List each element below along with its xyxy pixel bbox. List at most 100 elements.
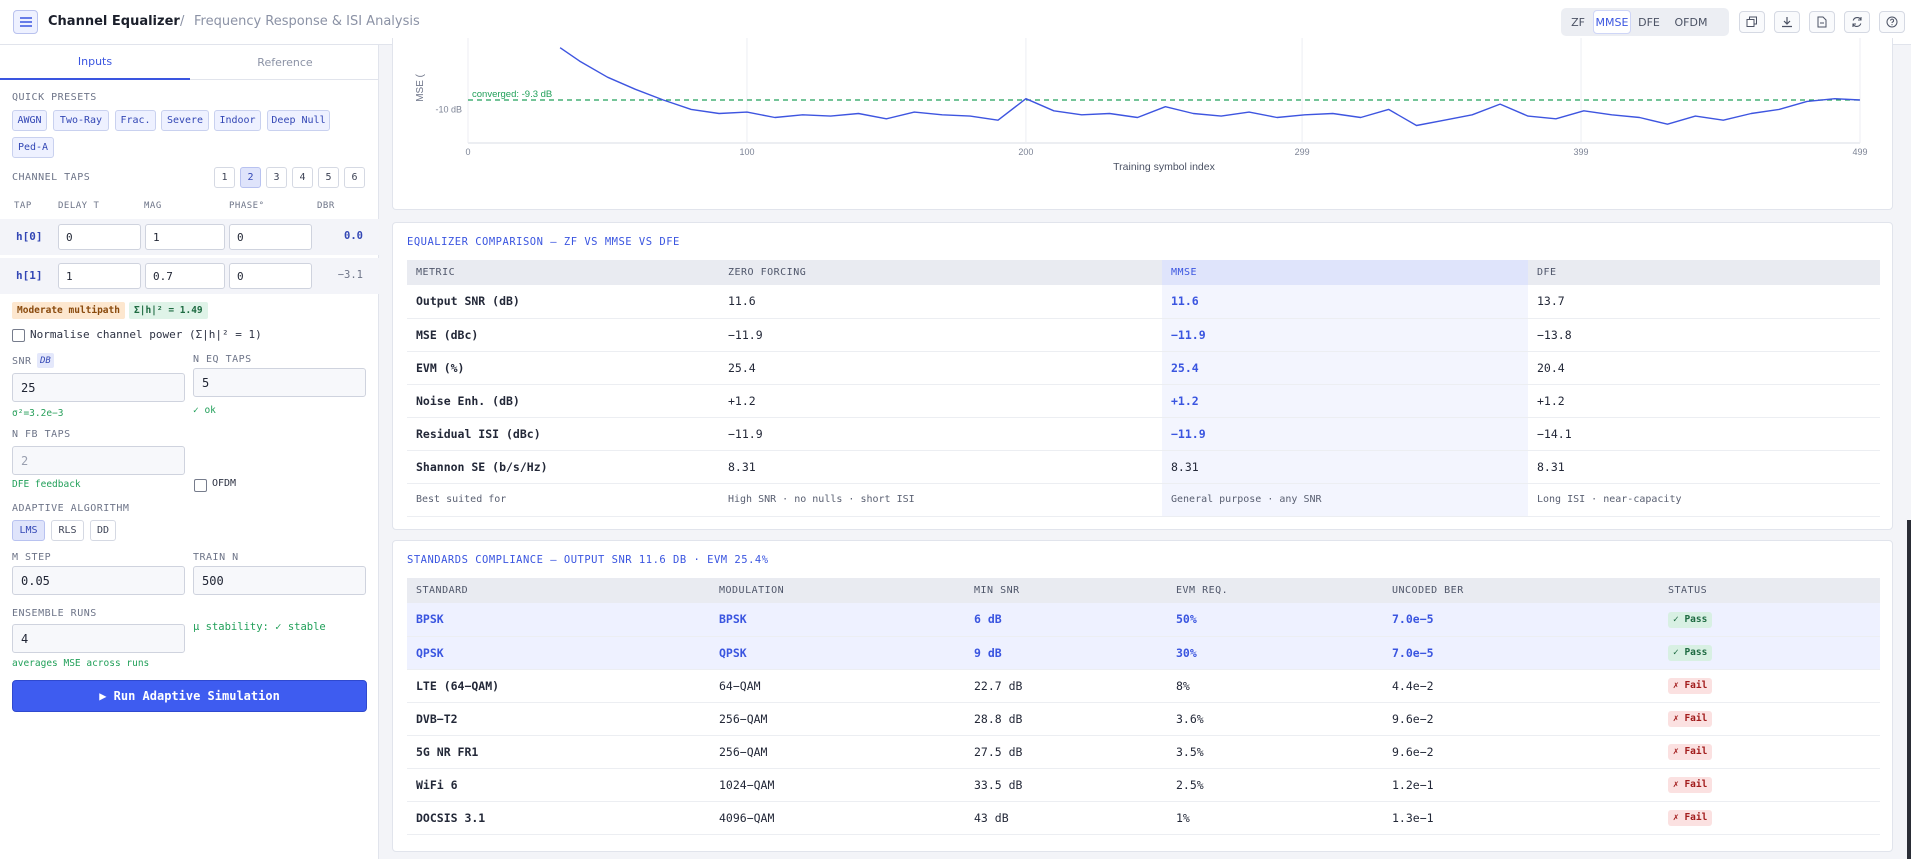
table-cell: MSE (dBc) xyxy=(407,318,719,352)
refresh-icon xyxy=(1852,17,1862,27)
algo-label: ADAPTIVE ALGORITHM xyxy=(12,503,130,514)
col-header: ZERO FORCING xyxy=(719,260,1162,285)
export-file-button[interactable] xyxy=(1809,11,1835,33)
snr-label: SNR xyxy=(12,356,32,367)
tap-mag-input[interactable]: 1 xyxy=(145,224,225,250)
tab-inputs[interactable]: Inputs xyxy=(0,45,190,80)
train-input[interactable]: 500 xyxy=(193,566,366,595)
mu-label: M STEP xyxy=(12,552,52,563)
table-cell: BPSK xyxy=(710,603,965,637)
nfb-taps-input[interactable]: 2 xyxy=(12,446,185,475)
col-header: UNCODED BER xyxy=(1383,578,1659,603)
tap-count-1[interactable]: 1 xyxy=(214,167,235,188)
table-cell: 3.5% xyxy=(1167,735,1383,769)
tap-count-2[interactable]: 2 xyxy=(240,167,261,188)
copy-button[interactable] xyxy=(1739,11,1765,33)
tap-delay-input[interactable]: 0 xyxy=(58,224,141,250)
table-cell: 28.8 dB xyxy=(965,702,1167,736)
preset-frac[interactable]: Frac. xyxy=(115,110,156,131)
status-cell: ✗ Fail xyxy=(1659,669,1880,703)
app-title: Channel Equalizer xyxy=(48,14,180,29)
table-row: BPSK BPSK 6 dB 50% 7.0e−5 ✓ Pass xyxy=(407,603,1880,637)
tap-name: h[1] xyxy=(16,269,43,282)
col-header: MODULATION xyxy=(710,578,965,603)
stability-text: μ stability: ✓ stable xyxy=(193,621,326,633)
tap-count-5[interactable]: 5 xyxy=(318,167,339,188)
table-cell: High SNR · no nulls · short ISI xyxy=(719,483,1162,517)
preset-ped-a[interactable]: Ped-A xyxy=(12,137,54,158)
tap-mag-input[interactable]: 0.7 xyxy=(145,263,225,289)
col-tap: TAP xyxy=(14,201,32,211)
tap-phase-input[interactable]: 0 xyxy=(229,263,312,289)
normalise-checkbox[interactable] xyxy=(12,329,25,342)
tap-count-3[interactable]: 3 xyxy=(266,167,287,188)
preset-indoor[interactable]: Indoor xyxy=(214,110,261,131)
title-separator: / xyxy=(180,14,185,29)
preset-awgn[interactable]: AWGN xyxy=(12,110,47,131)
table-cell: 13.7 xyxy=(1528,285,1880,319)
table-cell: 7.0e−5 xyxy=(1383,636,1659,670)
x-axis-label: Training symbol index xyxy=(1113,161,1215,173)
algo-lms[interactable]: LMS xyxy=(12,520,45,541)
tap-phase-input[interactable]: 0 xyxy=(229,224,312,250)
run-simulation-button[interactable]: ▶ Run Adaptive Simulation xyxy=(12,680,367,712)
page-scrollbar[interactable] xyxy=(1907,520,1911,859)
table-cell: 25.4 xyxy=(719,351,1162,385)
status-cell: ✓ Pass xyxy=(1659,636,1880,670)
tap-delay-input[interactable]: 1 xyxy=(58,263,141,289)
ofdm-checkbox[interactable] xyxy=(194,479,207,492)
preset-deep-null[interactable]: Deep Null xyxy=(267,110,330,131)
mode-mmse[interactable]: MMSE xyxy=(1593,10,1631,34)
algo-dd[interactable]: DD xyxy=(90,520,116,541)
table-cell: 27.5 dB xyxy=(965,735,1167,769)
status-cell: ✗ Fail xyxy=(1659,735,1880,769)
mode-ofdm[interactable]: OFDM xyxy=(1674,15,1708,29)
preset-severe[interactable]: Severe xyxy=(161,110,209,131)
table-cell: 8.31 xyxy=(719,450,1162,484)
top-bar: Channel Equalizer / Frequency Response &… xyxy=(0,0,1911,45)
status-cell: ✗ Fail xyxy=(1659,768,1880,802)
table-cell: Long ISI · near-capacity xyxy=(1528,483,1880,517)
col-header: EVM REQ. xyxy=(1167,578,1383,603)
tap-count-4[interactable]: 4 xyxy=(292,167,313,188)
table-cell: +1.2 xyxy=(719,384,1162,418)
sidebar-tabs: Inputs Reference xyxy=(0,45,379,80)
ensemble-input[interactable]: 4 xyxy=(12,624,185,653)
help-icon xyxy=(1886,16,1898,28)
mode-dfe[interactable]: DFE xyxy=(1638,15,1660,29)
mode-zf[interactable]: ZF xyxy=(1571,15,1585,29)
refresh-button[interactable] xyxy=(1844,11,1870,33)
hamburger-icon xyxy=(19,17,32,27)
algo-rls[interactable]: RLS xyxy=(51,520,84,541)
compliance-table: STANDARD MODULATION MIN SNR EVM REQ. UNC… xyxy=(407,578,1880,835)
col-mag: MAG xyxy=(144,201,162,211)
ofdm-label: OFDM xyxy=(212,478,237,489)
neq-taps-input[interactable]: 5 xyxy=(193,368,366,397)
table-cell: −13.8 xyxy=(1528,318,1880,352)
table-cell: DOCSIS 3.1 xyxy=(407,801,710,835)
table-cell: 256−QAM xyxy=(710,702,965,736)
table-row: LTE (64−QAM) 64−QAM 22.7 dB 8% 4.4e−2 ✗ Fail xyxy=(407,669,1880,703)
x-tick-label: 0 xyxy=(465,147,470,157)
table-cell: LTE (64−QAM) xyxy=(407,669,710,703)
table-cell: 11.6 xyxy=(1162,285,1528,319)
table-cell: 11.6 xyxy=(719,285,1162,319)
tap-dbr: 0.0 xyxy=(344,230,363,242)
snr-input[interactable]: 25 xyxy=(12,373,185,402)
neq-label: N EQ TAPS xyxy=(193,354,252,365)
table-cell: 8% xyxy=(1167,669,1383,703)
tap-count-6[interactable]: 6 xyxy=(344,167,365,188)
col-header: STATUS xyxy=(1659,578,1880,603)
table-cell: 4096−QAM xyxy=(710,801,965,835)
table-cell: 25.4 xyxy=(1162,351,1528,385)
table-cell: QPSK xyxy=(710,636,965,670)
preset-two-ray[interactable]: Two-Ray xyxy=(53,110,109,131)
tab-reference[interactable]: Reference xyxy=(257,56,313,69)
status-badge: ✗ Fail xyxy=(1668,743,1713,760)
help-button[interactable] xyxy=(1879,11,1905,33)
table-cell: WiFi 6 xyxy=(407,768,710,802)
download-button[interactable] xyxy=(1774,11,1800,33)
menu-button[interactable] xyxy=(13,10,38,34)
mu-input[interactable]: 0.05 xyxy=(12,566,185,595)
comparison-title: EQUALIZER COMPARISON — ZF VS MMSE VS DFE xyxy=(407,236,680,248)
